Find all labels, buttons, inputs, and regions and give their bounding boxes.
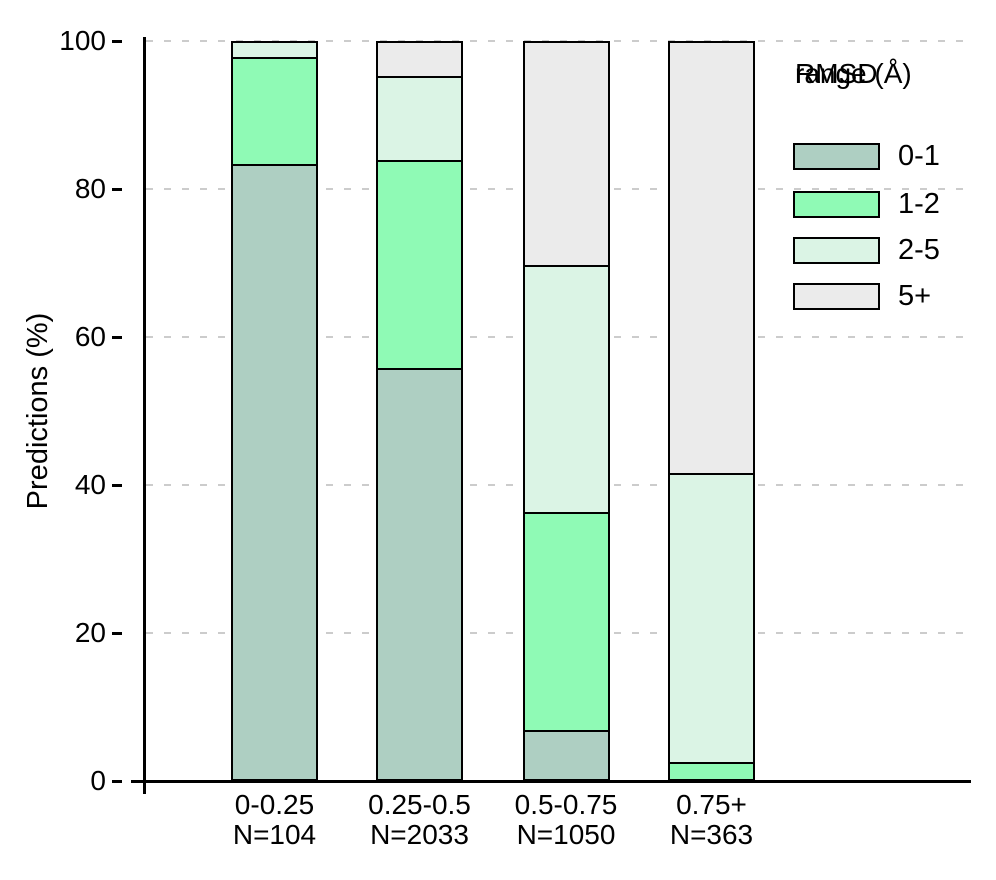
x-tick-count-0.75+: N=363 (669, 819, 754, 850)
segment-5+-0.25-0.5 (378, 43, 461, 76)
x-tick-count-0.5-0.75: N=1050 (516, 819, 616, 850)
legend-label-5+: 5+ (898, 280, 932, 312)
segment-5+-0.75+ (670, 43, 753, 473)
bar-0.5-0.75 (522, 41, 610, 781)
segment-1-2-0.75+ (670, 761, 753, 779)
y-tick-mark-100 (112, 39, 122, 43)
legend-label-0-1: 0-1 (898, 140, 940, 172)
x-tick-range-0-0.25: 0-0.25 (234, 789, 315, 820)
y-tick-label-0: 0 (90, 765, 106, 796)
x-tick-range-0.5-0.75: 0.5-0.75 (514, 789, 618, 820)
segment-2-5-0.5-0.75 (524, 264, 608, 513)
bar-0.75+ (668, 41, 755, 781)
y-tick-label-60: 60 (74, 321, 106, 352)
y-tick-mark-40 (112, 483, 122, 487)
x-tick-count-0.25-0.5: N=2033 (370, 819, 469, 850)
legend-swatch-0-1 (793, 143, 880, 170)
y-tick-label-100: 100 (59, 25, 106, 56)
segment-1-2-0.25-0.5 (378, 159, 461, 369)
x-axis-line (131, 780, 971, 783)
legend-swatch-5+ (793, 283, 880, 310)
segment-2-5-0.25-0.5 (378, 75, 461, 160)
y-tick-label-40: 40 (74, 469, 106, 500)
y-tick-label-80: 80 (74, 173, 106, 204)
segment-0-1-0.25-0.5 (378, 368, 461, 779)
x-tick-label-0.5-0.75: 0.5-0.75 N=1050 (486, 790, 646, 850)
legend-title-line1: RMSD (795, 58, 878, 89)
x-tick-label-0.25-0.5: 0.25-0.5 N=2033 (340, 790, 500, 850)
x-tick-count-0-0.25: N=104 (232, 819, 317, 850)
y-tick-label-20: 20 (74, 617, 106, 648)
segment-1-2-0.5-0.75 (524, 512, 608, 731)
legend-title-line2: range (Å) (795, 58, 912, 89)
y-tick-mark-60 (112, 335, 122, 339)
segment-2-5-0.75+ (670, 472, 753, 762)
y-tick-mark-80 (112, 187, 122, 191)
x-tick-label-0-0.25: 0-0.25 N=104 (195, 790, 355, 850)
segment-2-5-0-0.25 (233, 43, 316, 57)
legend-swatch-2-5 (793, 236, 880, 264)
bar-0.25-0.5 (376, 41, 463, 781)
segment-5+-0.5-0.75 (524, 43, 608, 265)
legend-label-2-5: 2-5 (898, 233, 940, 266)
y-tick-mark-0 (112, 779, 122, 783)
x-tick-label-0.75+: 0.75+ N=363 (632, 790, 792, 850)
x-tick-range-0.75+: 0.75+ (676, 789, 747, 820)
y-axis-title: Predictions (%) (22, 312, 54, 510)
y-axis-line (143, 37, 146, 794)
segment-1-2-0-0.25 (233, 56, 316, 165)
bar-0-0.25 (231, 41, 318, 781)
legend-label-1-2: 1-2 (898, 187, 940, 220)
segment-0-1-0-0.25 (233, 164, 316, 779)
y-tick-mark-20 (112, 631, 122, 635)
legend-swatch-1-2 (793, 190, 880, 218)
x-tick-range-0.25-0.5: 0.25-0.5 (368, 789, 471, 820)
segment-0-1-0.5-0.75 (524, 730, 608, 779)
